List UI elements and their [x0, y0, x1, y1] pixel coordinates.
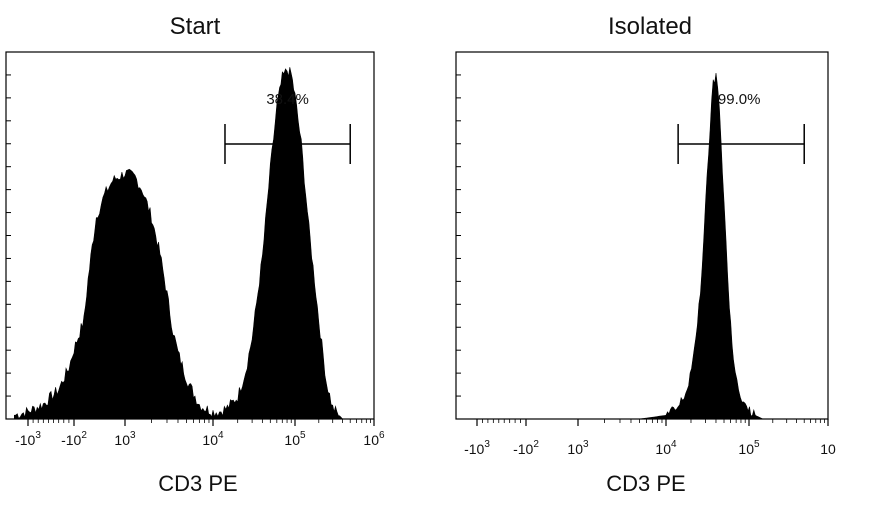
gate: 38.4% — [224, 91, 351, 164]
gate: 99.0% — [677, 91, 805, 164]
histogram — [14, 67, 344, 420]
x-axis-label: CD3 PE — [158, 471, 237, 496]
y-axis-ticks — [456, 74, 461, 397]
histogram-area — [14, 67, 344, 420]
y-axis-ticks — [6, 74, 11, 397]
x-tick-label: 10 — [820, 441, 836, 457]
x-tick-label: 103 — [114, 430, 136, 448]
histogram-panel-start: Start -103 -102 103 104 105 106 38.4% CD3 PE — [5, 13, 385, 496]
histogram-area — [463, 72, 764, 420]
x-tick-label: -103 — [15, 430, 41, 448]
panel-title: Isolated — [608, 13, 692, 40]
x-tick-label: 105 — [284, 430, 306, 448]
x-tick-label: 106 — [363, 430, 385, 448]
gate-percentage-label: 99.0% — [718, 91, 761, 108]
plot-frame — [455, 51, 829, 420]
x-tick-label: 105 — [738, 439, 760, 457]
histogram-panel-isolated: Isolated -103 -102 103 104 105 10 99.0% CD3 P… — [455, 13, 836, 496]
x-axis-ticks: -103 -102 103 104 105 10 — [464, 419, 836, 457]
x-axis-ticks: -103 -102 103 104 105 106 — [15, 419, 385, 448]
gate-percentage-label: 38.4% — [266, 91, 309, 108]
x-tick-label: -102 — [61, 430, 87, 448]
panel-title: Start — [170, 13, 221, 40]
x-tick-label: -103 — [464, 439, 490, 457]
x-tick-label: 104 — [202, 430, 224, 448]
x-tick-label: 104 — [655, 439, 677, 457]
x-tick-label: -102 — [513, 439, 539, 457]
histogram — [463, 72, 764, 420]
x-axis-label: CD3 PE — [606, 471, 685, 496]
x-tick-label: 103 — [567, 439, 589, 457]
